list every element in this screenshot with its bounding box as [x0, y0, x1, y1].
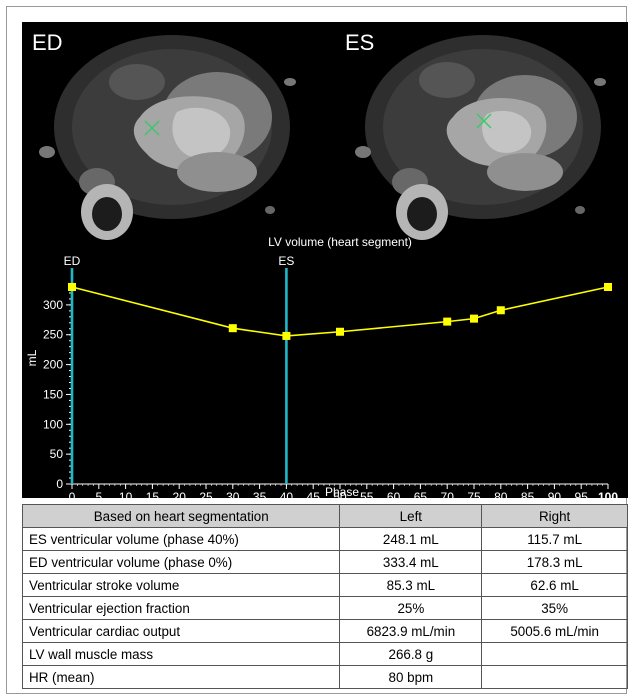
- left-value: 333.4 mL: [339, 550, 483, 574]
- x-tick-label: 95: [575, 490, 589, 498]
- ed-label: ED: [32, 30, 63, 55]
- data-point: [443, 317, 452, 326]
- ct-image-ed[interactable]: ED: [22, 22, 325, 250]
- x-tick-label: 85: [521, 490, 535, 498]
- right-value: 35%: [481, 596, 628, 620]
- y-tick-label: 150: [43, 387, 63, 401]
- data-point: [336, 327, 344, 336]
- right-value: 62.6 mL: [481, 573, 628, 597]
- data-point: [228, 324, 237, 333]
- row-label: ED ventricular volume (phase 0%): [21, 550, 341, 574]
- left-value: 266.8 g: [339, 642, 483, 666]
- x-tick-label: 70: [441, 490, 455, 498]
- data-point: [282, 331, 291, 340]
- x-tick-label: 15: [146, 490, 160, 498]
- series-line: [71, 286, 609, 337]
- x-tick-label: 40: [280, 490, 294, 498]
- x-tick-label: 25: [199, 490, 213, 498]
- y-tick-label: 300: [43, 298, 63, 312]
- right-value: [481, 642, 628, 666]
- table-row: Ventricular stroke volume 85.3 mL 62.6 m…: [21, 573, 628, 597]
- data-point: [470, 314, 478, 323]
- results-table: Based on heart segmentation Left Right E…: [21, 504, 628, 689]
- x-tick-label: 60: [387, 490, 401, 498]
- y-tick-label: 100: [43, 417, 63, 431]
- column-header-right: Right: [481, 504, 628, 528]
- left-value: 80 bpm: [339, 665, 483, 689]
- ct-scan-ed-graphic: [22, 22, 325, 250]
- row-label: HR (mean): [21, 665, 341, 689]
- x-tick-label: 35: [253, 490, 267, 498]
- table-header-row: Based on heart segmentation Left Right: [21, 504, 628, 528]
- y-tick-label: 0: [56, 477, 63, 491]
- column-header-left: Left: [339, 504, 483, 528]
- x-tick-label: 100: [598, 490, 618, 498]
- lv-volume-chart: LV volume (heart segment) mL Phase 0 50 10…: [22, 230, 628, 498]
- x-tick-label: 10: [119, 490, 133, 498]
- left-value: 248.1 mL: [339, 527, 483, 551]
- table-row: Ventricular cardiac output 6823.9 mL/min…: [21, 619, 628, 643]
- x-tick-label: 50: [333, 490, 347, 498]
- y-tick-label: 250: [43, 328, 63, 342]
- table-row: ED ventricular volume (phase 0%) 333.4 m…: [21, 550, 628, 574]
- row-label: LV wall muscle mass: [21, 642, 341, 666]
- image-viewer: ED ES LV volume (heart segment) mL: [22, 22, 628, 498]
- x-tick-label: 55: [360, 490, 374, 498]
- y-tick-label: 50: [50, 447, 64, 461]
- phase-marker-label: ES: [278, 254, 294, 268]
- left-value: 6823.9 mL/min: [339, 619, 483, 643]
- es-label: ES: [345, 30, 375, 55]
- right-value: 115.7 mL: [481, 527, 628, 551]
- row-label: Ventricular cardiac output: [21, 619, 341, 643]
- table-row: ES ventricular volume (phase 40%) 248.1 …: [21, 527, 628, 551]
- x-tick-label: 90: [548, 490, 562, 498]
- table-row: HR (mean) 80 bpm: [21, 665, 628, 689]
- right-value: [481, 665, 628, 689]
- y-tick-label: 200: [43, 358, 63, 372]
- data-point: [604, 282, 612, 291]
- right-value: 5005.6 mL/min: [481, 619, 628, 643]
- left-value: 85.3 mL: [339, 573, 483, 597]
- x-axis-label: Phase: [325, 485, 359, 498]
- chart-title: LV volume (heart segment): [268, 235, 412, 249]
- y-axis-label: mL: [25, 349, 39, 366]
- x-tick-label: 80: [494, 490, 508, 498]
- row-label: ES ventricular volume (phase 40%): [21, 527, 341, 551]
- row-label: Ventricular stroke volume: [21, 573, 341, 597]
- x-tick-label: 30: [226, 490, 240, 498]
- table-row: LV wall muscle mass 266.8 g: [21, 642, 628, 666]
- right-value: 178.3 mL: [481, 550, 628, 574]
- column-header-measure: Based on heart segmentation: [21, 504, 341, 528]
- phase-marker-label: ED: [64, 254, 81, 268]
- left-value: 25%: [339, 596, 483, 620]
- x-tick-label: 45: [307, 490, 321, 498]
- ct-image-es[interactable]: ES: [325, 22, 628, 250]
- table-row: Ventricular ejection fraction 25% 35%: [21, 596, 628, 620]
- ct-scan-es-graphic: [325, 22, 628, 250]
- data-point: [68, 282, 76, 291]
- x-tick-label: 65: [414, 490, 428, 498]
- x-tick-label: 20: [173, 490, 187, 498]
- x-tick-label: 5: [95, 490, 102, 498]
- x-tick-label: 0: [69, 490, 76, 498]
- row-label: Ventricular ejection fraction: [21, 596, 341, 620]
- data-point: [496, 306, 505, 315]
- x-tick-label: 75: [467, 490, 481, 498]
